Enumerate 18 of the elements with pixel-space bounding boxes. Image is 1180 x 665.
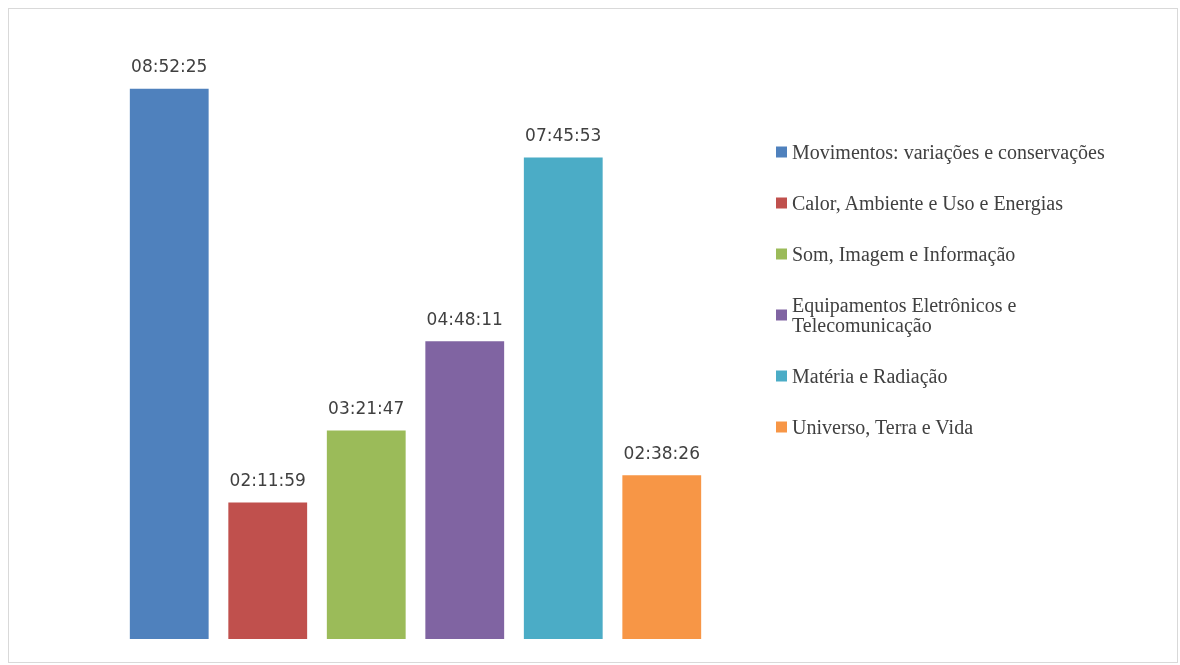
- legend-label: Som, Imagem e Informação: [792, 243, 1016, 266]
- data-label: 02:11:59: [229, 470, 306, 491]
- legend-label: Movimentos: variações e conservações: [792, 141, 1105, 164]
- data-label: 07:45:53: [525, 125, 602, 146]
- bar: [523, 157, 603, 639]
- legend-label: Universo, Terra e Vida: [792, 416, 974, 438]
- bar: [326, 430, 406, 639]
- bar: [622, 475, 702, 639]
- bar: [425, 341, 505, 639]
- legend-label: Matéria e Radiação: [792, 365, 948, 388]
- data-label: 04:48:11: [426, 308, 503, 329]
- data-label: 08:52:25: [131, 56, 208, 77]
- legend-label: Equipamentos Eletrônicos e Telecomunicação: [792, 294, 1022, 337]
- bar: [228, 502, 308, 639]
- bar: [129, 88, 209, 639]
- data-label: 03:21:47: [328, 397, 405, 418]
- data-label: 02:38:26: [623, 442, 700, 463]
- legend-label: Calor, Ambiente e Uso e Energias: [792, 192, 1064, 215]
